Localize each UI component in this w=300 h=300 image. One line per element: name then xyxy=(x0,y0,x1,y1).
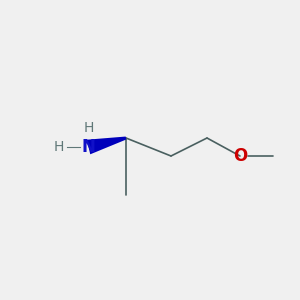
Text: O: O xyxy=(233,147,247,165)
Text: H: H xyxy=(83,121,94,134)
Polygon shape xyxy=(87,136,126,154)
Text: N: N xyxy=(82,138,95,156)
Text: H: H xyxy=(53,140,64,154)
